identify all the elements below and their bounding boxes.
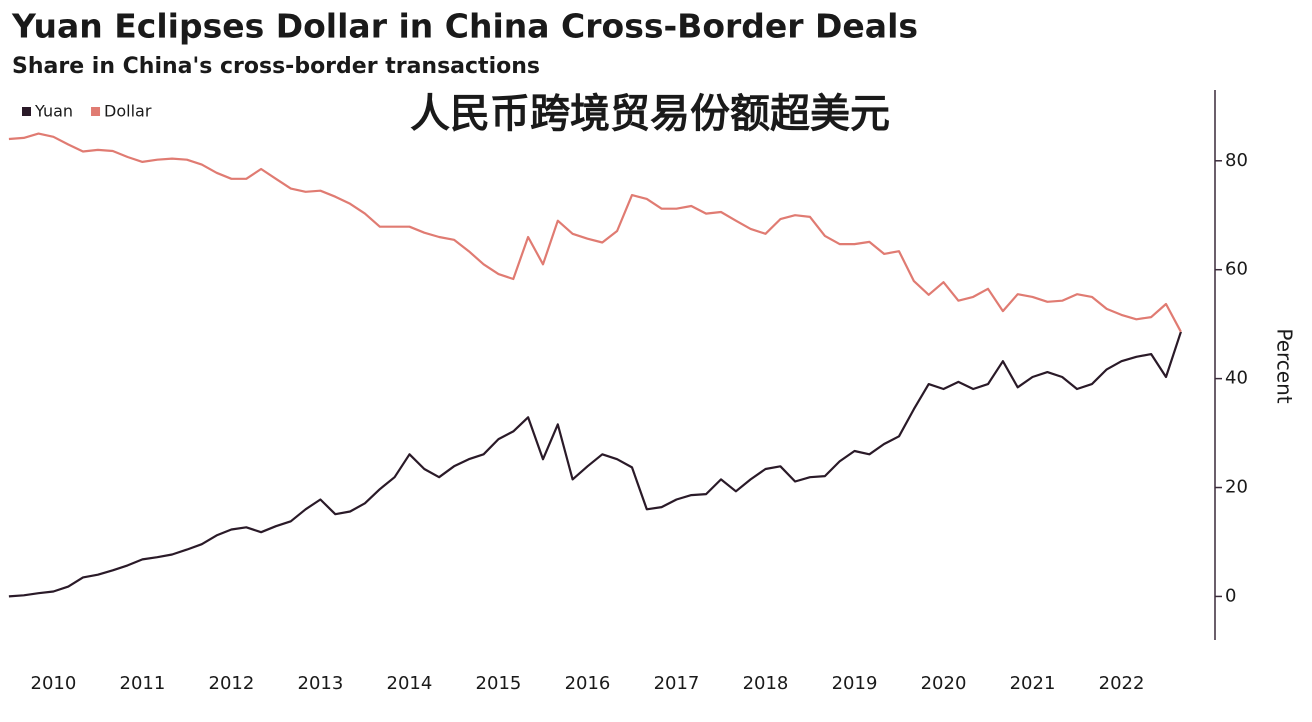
- y-axis-label: Percent: [1273, 328, 1297, 403]
- legend-label: Dollar: [104, 102, 152, 121]
- legend-label: Yuan: [34, 102, 73, 121]
- x-tick-label: 2011: [120, 673, 166, 694]
- x-tick-label: 2015: [476, 673, 522, 694]
- x-tick-label: 2018: [743, 673, 789, 694]
- x-tick-label: 2016: [565, 673, 611, 694]
- chart-title: Yuan Eclipses Dollar in China Cross-Bord…: [11, 7, 918, 46]
- x-tick-label: 2013: [298, 673, 344, 694]
- chart-subtitle: Share in China's cross-border transactio…: [12, 54, 540, 79]
- y-tick-label: 20: [1225, 477, 1248, 498]
- x-tick-label: 2021: [1010, 673, 1056, 694]
- x-tick-label: 2012: [209, 673, 255, 694]
- x-tick-label: 2022: [1099, 673, 1145, 694]
- annotation: 人民币跨境贸易份额超美元: [410, 91, 890, 137]
- x-tick-label: 2010: [31, 673, 77, 694]
- y-tick-label: 0: [1225, 585, 1236, 606]
- x-tick-label: 2020: [921, 673, 967, 694]
- series-line: [8, 132, 1182, 333]
- y-tick-label: 40: [1225, 368, 1248, 389]
- y-tick-label: 60: [1225, 259, 1248, 280]
- legend-swatch: [91, 107, 101, 116]
- y-tick-label: 80: [1225, 150, 1248, 171]
- series-line: [8, 331, 1182, 598]
- x-tick-label: 2019: [832, 673, 878, 694]
- x-tick-label: 2014: [387, 673, 433, 694]
- x-tick-label: 2017: [654, 673, 700, 694]
- legend-swatch: [22, 107, 31, 116]
